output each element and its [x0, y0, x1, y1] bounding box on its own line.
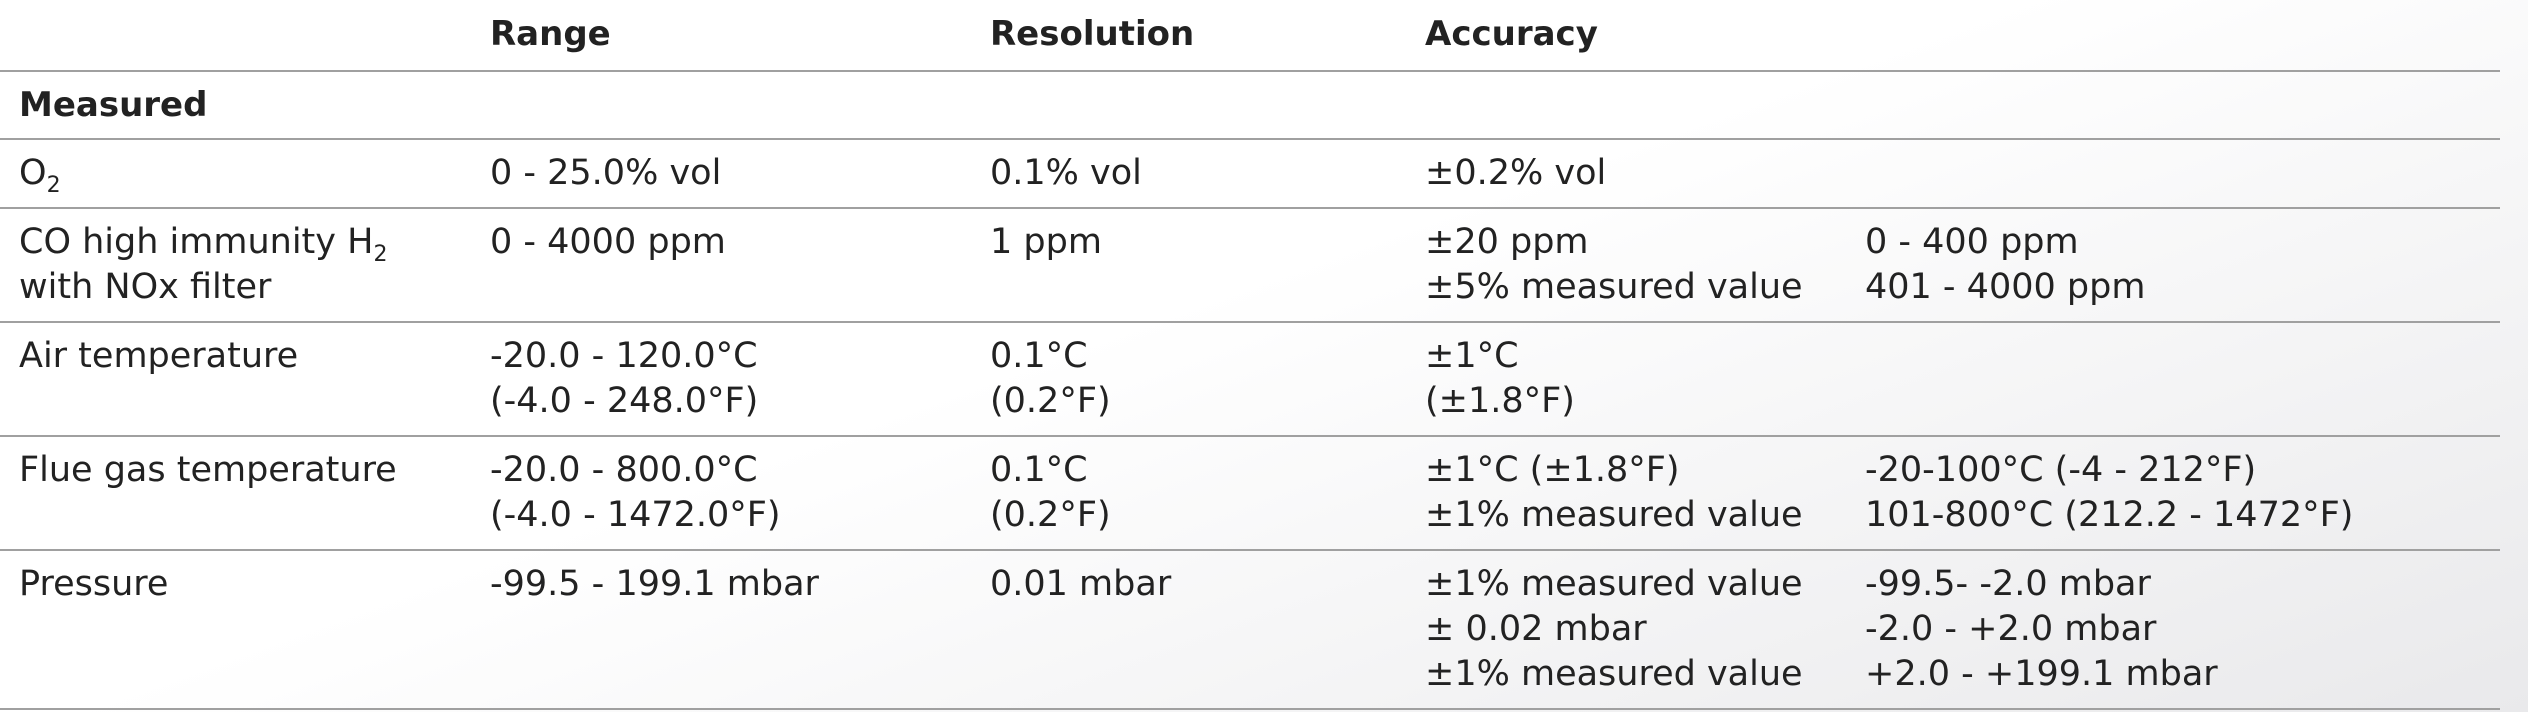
condition-value: 0 - 400 ppm [1865, 222, 2079, 262]
subscript: 2 [46, 173, 61, 198]
row-divider [0, 321, 2500, 323]
row-divider [0, 435, 2500, 437]
resolution-value: 0.01 mbar [990, 564, 1172, 604]
range-value: -20.0 - 120.0°C [490, 336, 758, 376]
accuracy-value: ±1% measured value [1425, 495, 1803, 535]
condition-value: 401 - 4000 ppm [1865, 267, 2146, 307]
resolution-value: 1 ppm [990, 222, 1102, 262]
resolution-value: (0.2°F) [990, 381, 1111, 421]
condition-value: -99.5- -2.0 mbar [1865, 564, 2151, 604]
range-value: -99.5 - 199.1 mbar [490, 564, 819, 604]
column-header: Accuracy [1425, 14, 1598, 54]
row-divider [0, 549, 2500, 551]
resolution-value: 0.1°C [990, 450, 1088, 490]
resolution-value: (0.2°F) [990, 495, 1111, 535]
parameter-name: Flue gas temperature [19, 448, 397, 493]
range-value: (-4.0 - 1472.0°F) [490, 495, 781, 535]
parameter-name: Air temperature [19, 334, 298, 379]
range-value: 0 - 25.0% vol [490, 153, 722, 193]
accuracy-value: ±1°C [1425, 336, 1519, 376]
parameter-name: Pressure [19, 562, 168, 607]
parameter-name: with NOx filter [19, 265, 271, 310]
column-header: Resolution [990, 14, 1195, 54]
range-value: -20.0 - 800.0°C [490, 450, 758, 490]
accuracy-value: ±5% measured value [1425, 267, 1803, 307]
parameter-text: with NOx filter [19, 267, 272, 307]
parameter-text: Air temperature [19, 336, 299, 376]
accuracy-value: ±1°C (±1.8°F) [1425, 450, 1680, 490]
row-divider [0, 708, 2500, 710]
accuracy-value: (±1.8°F) [1425, 381, 1575, 421]
range-value: (-4.0 - 248.0°F) [490, 381, 759, 421]
resolution-value: 0.1% vol [990, 153, 1142, 193]
condition-value: +2.0 - +199.1 mbar [1865, 654, 2218, 694]
accuracy-value: ±20 ppm [1425, 222, 1589, 262]
accuracy-value: ± 0.02 mbar [1425, 609, 1647, 649]
section-label: Measured [19, 85, 208, 125]
accuracy-value: ±1% measured value [1425, 564, 1803, 604]
parameter-name: O2 [19, 151, 61, 198]
condition-value: -20-100°C (-4 - 212°F) [1865, 450, 2257, 490]
accuracy-value: ±0.2% vol [1425, 153, 1607, 193]
parameter-text: Pressure [19, 564, 169, 604]
condition-value: -2.0 - +2.0 mbar [1865, 609, 2157, 649]
row-divider [0, 207, 2500, 209]
parameter-text: O [19, 153, 47, 193]
condition-value: 101-800°C (212.2 - 1472°F) [1865, 495, 2354, 535]
range-value: 0 - 4000 ppm [490, 222, 726, 262]
parameter-name: CO high immunity H2 [19, 220, 388, 267]
accuracy-value: ±1% measured value [1425, 654, 1803, 694]
parameter-text: CO high immunity H [19, 222, 374, 262]
row-divider [0, 138, 2500, 140]
subscript: 2 [373, 242, 388, 267]
resolution-value: 0.1°C [990, 336, 1088, 376]
parameter-text: Flue gas temperature [19, 450, 397, 490]
column-header: Range [490, 14, 611, 54]
row-divider [0, 70, 2500, 72]
